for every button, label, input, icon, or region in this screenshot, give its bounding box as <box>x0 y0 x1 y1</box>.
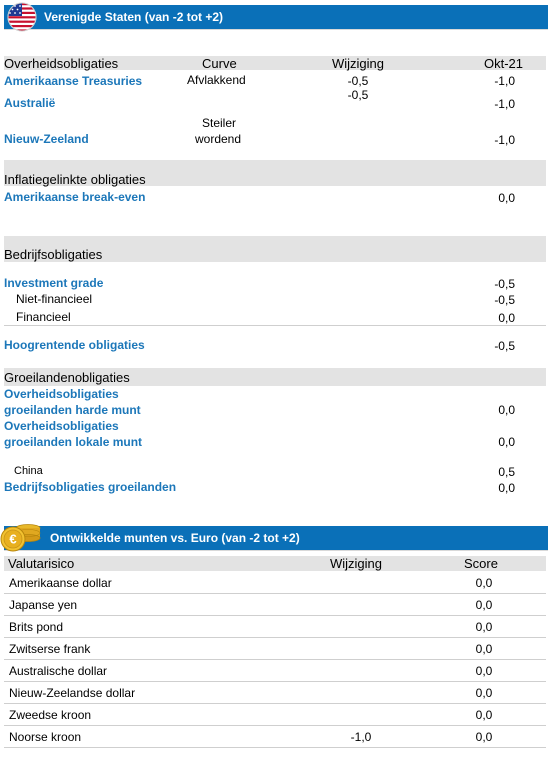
fx-row-nok: Noorse kroon -1,0 0,0 <box>4 726 546 748</box>
fx-row-label: Amerikaanse dollar <box>9 576 112 590</box>
row-nz-oct: -1,0 <box>494 133 515 147</box>
row-investment-grade-oct: -0,5 <box>494 277 515 291</box>
corporate-heading: Bedrijfsobligaties <box>4 247 103 262</box>
fx-row-score: 0,0 <box>475 598 493 612</box>
row-us-treasuries-change: -0,5 <box>347 74 369 88</box>
row-high-yield-oct: -0,5 <box>494 339 515 353</box>
fx-row-score: 0,0 <box>475 664 493 678</box>
row-high-yield-label[interactable]: Hoogrentende obligaties <box>4 338 145 352</box>
row-us-break-even-oct: 0,0 <box>498 191 515 205</box>
fx-row-label: Noorse kroon <box>9 730 82 744</box>
row-financial-oct: 0,0 <box>498 311 515 325</box>
row-china-label: China <box>14 465 43 477</box>
fx-col-risk-header: Valutarisico <box>8 556 75 571</box>
fx-col-score-header: Score <box>464 556 498 571</box>
row-em-local-oct: 0,0 <box>498 435 515 449</box>
row-australia-change: -0,5 <box>347 88 369 102</box>
fx-row-score: 0,0 <box>475 620 493 634</box>
us-flag-icon <box>7 2 37 32</box>
fx-row-sek: Zweedse kroon 0,0 <box>4 704 546 726</box>
fx-row-label: Brits pond <box>9 620 64 634</box>
col-change-header: Wijziging <box>332 56 385 71</box>
inflation-heading: Inflatiegelinkte obligaties <box>4 172 146 187</box>
corporate-heading-band <box>4 236 546 262</box>
fx-row-nzd: Nieuw-Zeelandse dollar 0,0 <box>4 682 546 704</box>
fx-row-aud: Australische dollar 0,0 <box>4 660 546 682</box>
fx-col-change-header: Wijziging <box>330 556 383 571</box>
row-non-financial-oct: -0,5 <box>494 293 515 307</box>
row-financial-label: Financieel <box>16 310 71 324</box>
fx-row-label: Japanse yen <box>9 598 78 612</box>
fx-row-change: -1,0 <box>350 730 372 744</box>
row-em-local-line1[interactable]: Overheidsobligaties <box>4 419 119 433</box>
row-em-corporate-label[interactable]: Bedrijfsobligaties groeilanden <box>4 480 177 494</box>
row-investment-grade-label[interactable]: Investment grade <box>4 276 104 290</box>
inflation-heading-band <box>4 160 546 186</box>
fx-row-chf: Zwitserse frank 0,0 <box>4 638 546 660</box>
row-em-corporate-oct: 0,0 <box>498 481 515 495</box>
fx-row-score: 0,0 <box>475 642 493 656</box>
row-us-break-even-label[interactable]: Amerikaanse break-even <box>4 190 146 204</box>
fx-row-usd: Amerikaanse dollar 0,0 <box>4 572 546 594</box>
row-australia-oct: -1,0 <box>494 97 515 111</box>
row-nz-curve-line1: Steiler <box>202 116 237 130</box>
fx-row-score: 0,0 <box>475 730 493 744</box>
fx-row-score: 0,0 <box>475 576 493 590</box>
row-australia-label[interactable]: Australië <box>4 96 56 110</box>
fx-row-label: Zweedse kroon <box>9 708 92 722</box>
svg-text:€: € <box>9 532 16 547</box>
row-em-local-line2[interactable]: groeilanden lokale munt <box>4 435 143 449</box>
row-em-hard-oct: 0,0 <box>498 403 515 417</box>
row-nz-curve-line2: wordend <box>195 132 242 146</box>
us-section-header: Verenigde Staten (van -2 tot +2) <box>4 2 548 32</box>
row-em-hard-line2[interactable]: groeilanden harde munt <box>4 403 141 417</box>
fx-row-label: Nieuw-Zeelandse dollar <box>9 686 136 700</box>
row-em-hard-line1[interactable]: Overheidsobligaties <box>4 387 119 401</box>
col-oct-header: Okt-21 <box>484 56 524 71</box>
us-section-title: Verenigde Staten (van -2 tot +2) <box>44 10 224 24</box>
fx-row-score: 0,0 <box>475 686 493 700</box>
fx-row-label: Zwitserse frank <box>9 642 91 656</box>
emerging-heading-band <box>4 368 546 386</box>
fx-row-score: 0,0 <box>475 708 493 722</box>
row-new-zealand-label[interactable]: Nieuw-Zeeland <box>4 132 89 146</box>
financial-divider <box>4 325 546 326</box>
euro-coins-icon: € <box>0 524 41 552</box>
row-us-treasuries-curve: Afvlakkend <box>187 73 246 87</box>
row-us-treasuries-oct: -1,0 <box>494 74 515 88</box>
row-china-oct: 0,5 <box>498 465 515 479</box>
fx-section-header: € Ontwikkelde munten vs. Euro (van -2 to… <box>0 524 548 552</box>
emerging-heading: Groeilandenobligaties <box>4 370 130 385</box>
col-curve-header: Curve <box>202 56 237 71</box>
fx-section-title: Ontwikkelde munten vs. Euro (van -2 tot … <box>50 531 300 545</box>
fx-row-jpy: Japanse yen 0,0 <box>4 594 546 616</box>
govt-heading-band <box>4 56 546 70</box>
fx-column-header-band <box>4 556 546 571</box>
govt-heading: Overheidsobligaties <box>4 56 119 71</box>
fx-row-label: Australische dollar <box>9 664 108 678</box>
row-us-treasuries-label[interactable]: Amerikaanse Treasuries <box>4 74 143 88</box>
row-non-financial-label: Niet-financieel <box>16 292 93 306</box>
fx-row-gbp: Brits pond 0,0 <box>4 616 546 638</box>
